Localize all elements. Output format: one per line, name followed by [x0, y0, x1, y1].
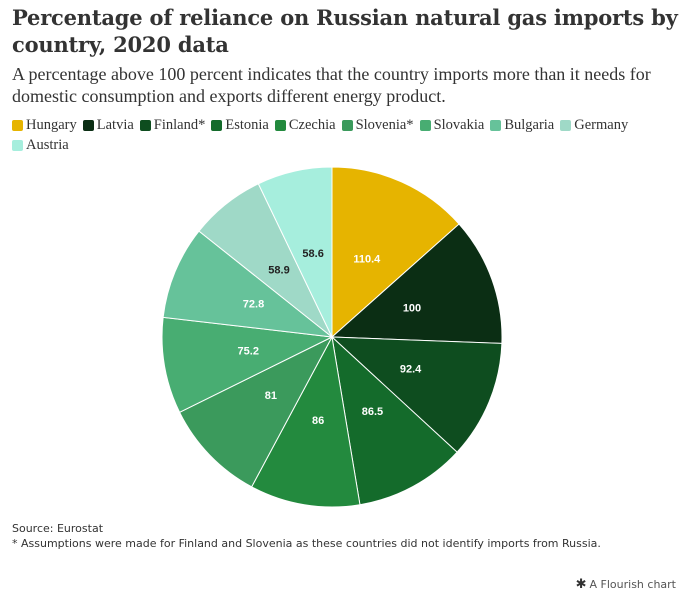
legend-swatch — [211, 119, 223, 131]
slice-value-label: 72.8 — [243, 298, 264, 310]
legend-item[interactable]: Estonia — [211, 116, 269, 134]
legend-label: Austria — [26, 136, 69, 153]
legend-label: Slovenia* — [355, 116, 414, 133]
slice-value-label: 58.6 — [302, 248, 323, 260]
pie-labels: 110.4 100 92.4 86.5 86 81 75.2 72.8 58.9 58.6 — [238, 248, 423, 427]
legend-item[interactable]: Hungary — [12, 116, 77, 134]
legend-label: Estonia — [225, 116, 269, 133]
assumption-note: * Assumptions were made for Finland and … — [12, 537, 601, 550]
pie-slice[interactable] — [331, 335, 458, 506]
legend-swatch — [139, 119, 151, 131]
pie-slice[interactable] — [162, 230, 334, 338]
slice-value-label: 110.4 — [353, 253, 381, 265]
legend-item[interactable]: Germany — [560, 116, 628, 134]
legend-item[interactable]: Slovenia* — [341, 116, 414, 134]
legend-item[interactable]: Czechia — [274, 116, 336, 134]
chart-title: Percentage of reliance on Russian natura… — [12, 5, 678, 57]
legend-swatch — [12, 139, 23, 151]
legend-label: Slovakia — [433, 116, 485, 133]
legend-swatch — [82, 119, 94, 131]
slice-value-label: 100 — [403, 302, 421, 314]
legend-item[interactable]: Austria — [12, 136, 69, 154]
legend-swatch — [274, 119, 286, 131]
legend-item[interactable]: Bulgaria — [490, 116, 554, 134]
legend-swatch — [341, 119, 353, 131]
flourish-credit-label: A Flourish chart — [589, 578, 676, 591]
legend-label: Finland* — [153, 116, 206, 133]
slice-value-label: 75.2 — [238, 346, 259, 358]
pie-slice[interactable] — [161, 316, 334, 414]
legend-swatch — [419, 119, 431, 131]
pie-slice[interactable] — [330, 223, 503, 344]
legend-swatch — [12, 119, 23, 131]
legend-item[interactable]: Latvia — [82, 116, 134, 134]
flourish-logo-icon: ✱ — [575, 577, 587, 592]
legend-label: Latvia — [96, 116, 134, 133]
slice-value-label: 92.4 — [400, 363, 422, 375]
source-note: Source: Eurostat — [12, 522, 104, 535]
legend-label: Hungary — [26, 116, 77, 133]
pie-slices — [161, 166, 503, 508]
slice-value-label: 81 — [265, 390, 277, 402]
chart-header: Percentage of reliance on Russian natura… — [12, 4, 678, 107]
legend-swatch — [490, 119, 502, 131]
slice-value-label: 58.9 — [268, 265, 289, 277]
slice-value-label: 86.5 — [362, 406, 383, 418]
slice-value-label: 86 — [312, 415, 324, 427]
legend-label: Germany — [574, 116, 629, 133]
chart-subtitle: A percentage above 100 percent indicates… — [12, 64, 651, 106]
pie-slice[interactable] — [257, 166, 333, 338]
legend-swatch — [560, 119, 572, 131]
legend-label: Czechia — [288, 116, 336, 133]
chart-footer: Source: Eurostat * Assumptions were made… — [12, 521, 601, 551]
pie-slice[interactable] — [250, 335, 361, 508]
pie-slice[interactable] — [330, 336, 503, 453]
pie-slice[interactable] — [331, 166, 460, 339]
pie-chart: 110.4 100 92.4 86.5 86 81 75.2 72.8 58.9 58.6 — [161, 166, 503, 508]
chart-legend: Hungary Latvia Finland* Estonia Czechia Slove… — [12, 116, 678, 154]
pie-slice[interactable] — [178, 335, 334, 488]
legend-item[interactable]: Slovakia — [419, 116, 485, 134]
legend-label: Bulgaria — [504, 116, 555, 133]
flourish-credit[interactable]: ✱ A Flourish chart — [576, 577, 676, 592]
legend-item[interactable]: Finland* — [139, 116, 206, 134]
